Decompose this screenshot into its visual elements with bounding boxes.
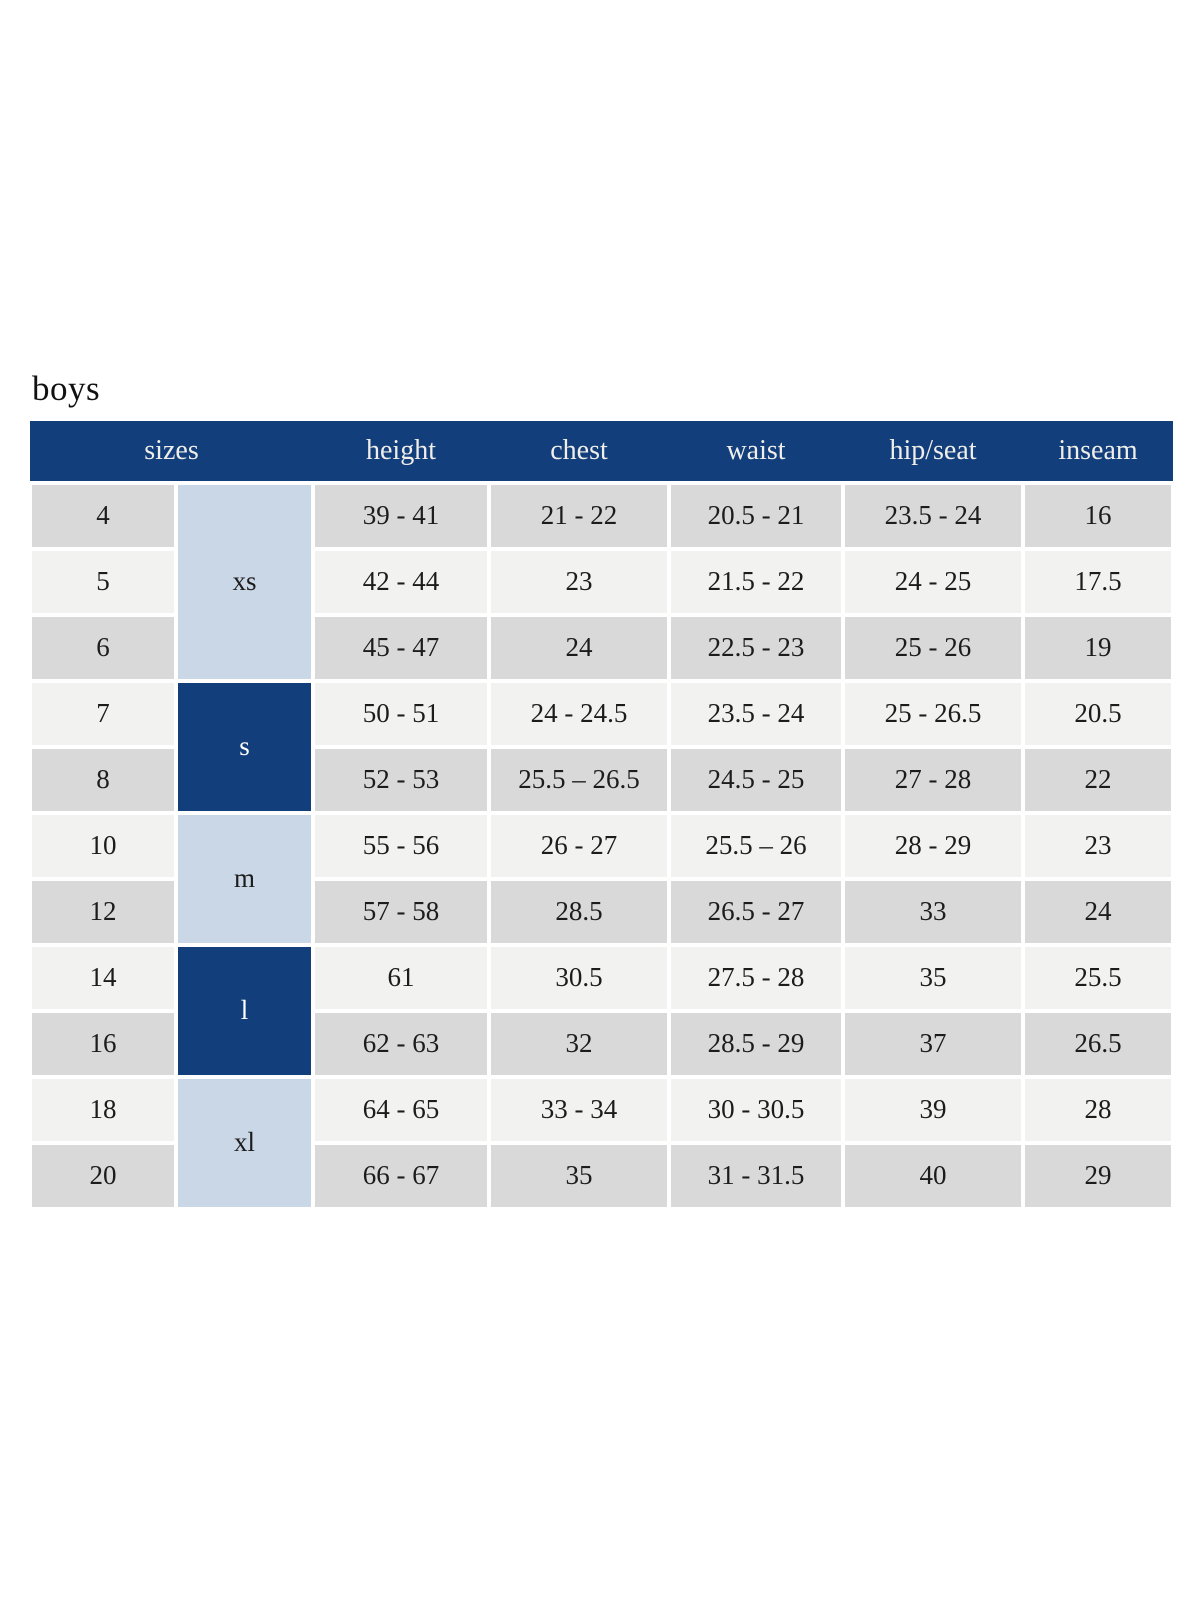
height-cell: 42 - 44 (313, 548, 489, 615)
chest-cell: 25.5 – 26.5 (489, 746, 669, 813)
table-row: 14 l 61 30.5 27.5 - 28 35 25.5 (30, 944, 1173, 1077)
header-waist: waist (669, 420, 843, 483)
header-chest: chest (489, 420, 669, 483)
height-cell: 39 - 41 (313, 482, 489, 549)
size-cell: 5 (30, 548, 176, 615)
size-cell: 14 (30, 944, 176, 1011)
size-cell: 4 (30, 482, 176, 549)
size-cell: 7 (30, 680, 176, 747)
table-row: 6 45 - 47 24 22.5 - 23 25 - 26 19 (30, 614, 1173, 681)
waist-cell: 21.5 - 22 (669, 548, 843, 615)
inseam-cell: 24 (1023, 878, 1173, 945)
waist-cell: 30 - 30.5 (669, 1076, 843, 1143)
inseam-cell: 17.5 (1023, 548, 1173, 615)
size-cell: 12 (30, 878, 176, 945)
waist-cell: 26.5 - 27 (669, 878, 843, 945)
hip-seat-cell: 39 (843, 1076, 1023, 1143)
chart-title: boys (32, 369, 101, 408)
size-cell: 18 (30, 1076, 176, 1143)
size-table: sizes height chest waist hip/seat inseam… (30, 420, 1173, 1209)
size-cell: 6 (30, 614, 176, 681)
size-table-body: 4 xs 39 - 41 21 - 22 20.5 - 21 23.5 - 24 16 5 42… (30, 482, 1173, 1209)
table-row: 12 57 - 58 28.5 26.5 - 27 33 24 (30, 878, 1173, 945)
chest-cell: 32 (489, 1010, 669, 1077)
height-cell: 45 - 47 (313, 614, 489, 681)
height-cell: 57 - 58 (313, 878, 489, 945)
waist-cell: 20.5 - 21 (669, 482, 843, 549)
hip-seat-cell: 23.5 - 24 (843, 482, 1023, 549)
table-row: 10 m 55 - 56 26 - 27 25.5 – 26 28 - 29 23 (30, 812, 1173, 945)
height-cell: 50 - 51 (313, 680, 489, 747)
size-group-cell: m (176, 812, 313, 945)
inseam-cell: 20.5 (1023, 680, 1173, 747)
inseam-cell: 22 (1023, 746, 1173, 813)
size-group-cell: xl (176, 1076, 313, 1209)
hip-seat-cell: 33 (843, 878, 1023, 945)
chest-cell: 26 - 27 (489, 812, 669, 879)
header-inseam: inseam (1023, 420, 1173, 483)
inseam-cell: 16 (1023, 482, 1173, 549)
height-cell: 64 - 65 (313, 1076, 489, 1143)
size-cell: 20 (30, 1142, 176, 1209)
height-cell: 52 - 53 (313, 746, 489, 813)
chest-cell: 33 - 34 (489, 1076, 669, 1143)
header-height: height (313, 420, 489, 483)
chest-cell: 23 (489, 548, 669, 615)
height-cell: 62 - 63 (313, 1010, 489, 1077)
size-cell: 8 (30, 746, 176, 813)
inseam-cell: 28 (1023, 1076, 1173, 1143)
chest-cell: 35 (489, 1142, 669, 1209)
table-row: 18 xl 64 - 65 33 - 34 30 - 30.5 39 28 (30, 1076, 1173, 1209)
waist-cell: 28.5 - 29 (669, 1010, 843, 1077)
height-cell: 66 - 67 (313, 1142, 489, 1209)
waist-cell: 24.5 - 25 (669, 746, 843, 813)
table-row: 8 52 - 53 25.5 – 26.5 24.5 - 25 27 - 28 22 (30, 746, 1173, 813)
size-group-cell: s (176, 680, 313, 813)
chest-cell: 30.5 (489, 944, 669, 1011)
header-hip-seat: hip/seat (843, 420, 1023, 483)
waist-cell: 25.5 – 26 (669, 812, 843, 879)
header-row: sizes height chest waist hip/seat inseam (30, 420, 1173, 483)
table-row: 7 s 50 - 51 24 - 24.5 23.5 - 24 25 - 26.5 20.5 (30, 680, 1173, 813)
inseam-cell: 19 (1023, 614, 1173, 681)
hip-seat-cell: 40 (843, 1142, 1023, 1209)
waist-cell: 22.5 - 23 (669, 614, 843, 681)
chest-cell: 24 (489, 614, 669, 681)
height-cell: 55 - 56 (313, 812, 489, 879)
hip-seat-cell: 25 - 26 (843, 614, 1023, 681)
inseam-cell: 29 (1023, 1142, 1173, 1209)
inseam-cell: 23 (1023, 812, 1173, 879)
hip-seat-cell: 37 (843, 1010, 1023, 1077)
table-row: 20 66 - 67 35 31 - 31.5 40 29 (30, 1142, 1173, 1209)
size-group-cell: xs (176, 482, 313, 681)
hip-seat-cell: 25 - 26.5 (843, 680, 1023, 747)
size-table-header: sizes height chest waist hip/seat inseam (30, 420, 1173, 483)
inseam-cell: 26.5 (1023, 1010, 1173, 1077)
hip-seat-cell: 24 - 25 (843, 548, 1023, 615)
size-chart-section: boys sizes height chest waist hip/seat i… (30, 369, 1173, 1209)
waist-cell: 27.5 - 28 (669, 944, 843, 1011)
height-cell: 61 (313, 944, 489, 1011)
chest-cell: 28.5 (489, 878, 669, 945)
waist-cell: 31 - 31.5 (669, 1142, 843, 1209)
inseam-cell: 25.5 (1023, 944, 1173, 1011)
chest-cell: 24 - 24.5 (489, 680, 669, 747)
chest-cell: 21 - 22 (489, 482, 669, 549)
table-row: 4 xs 39 - 41 21 - 22 20.5 - 21 23.5 - 24 16 (30, 482, 1173, 681)
size-group-cell: l (176, 944, 313, 1077)
waist-cell: 23.5 - 24 (669, 680, 843, 747)
size-cell: 10 (30, 812, 176, 879)
table-row: 5 42 - 44 23 21.5 - 22 24 - 25 17.5 (30, 548, 1173, 615)
hip-seat-cell: 35 (843, 944, 1023, 1011)
hip-seat-cell: 27 - 28 (843, 746, 1023, 813)
header-sizes: sizes (30, 420, 313, 483)
table-row: 16 62 - 63 32 28.5 - 29 37 26.5 (30, 1010, 1173, 1077)
size-cell: 16 (30, 1010, 176, 1077)
hip-seat-cell: 28 - 29 (843, 812, 1023, 879)
